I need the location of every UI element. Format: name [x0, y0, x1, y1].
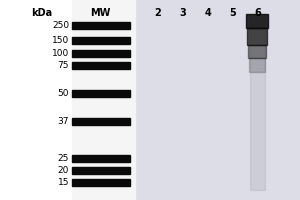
Bar [72, 90, 130, 97]
Bar [72, 0, 135, 200]
Bar [246, 14, 268, 28]
Text: 2: 2 [154, 8, 161, 18]
Text: 150: 150 [52, 36, 69, 45]
Text: 3: 3 [180, 8, 186, 18]
Text: 6: 6 [255, 8, 261, 18]
Bar [0, 0, 72, 200]
Bar [249, 58, 265, 72]
Text: 75: 75 [58, 61, 69, 70]
Bar [72, 50, 130, 57]
Bar [250, 14, 265, 190]
Bar [72, 37, 130, 44]
Text: 100: 100 [52, 49, 69, 58]
Text: 15: 15 [58, 178, 69, 187]
Bar [72, 62, 130, 69]
Bar [72, 22, 130, 29]
Text: 250: 250 [52, 21, 69, 30]
Text: 50: 50 [58, 89, 69, 98]
Text: 20: 20 [58, 166, 69, 175]
Bar [72, 118, 130, 125]
Text: MW: MW [90, 8, 110, 18]
Bar [248, 45, 266, 58]
Bar [72, 155, 130, 162]
Bar [247, 28, 267, 45]
Text: 25: 25 [58, 154, 69, 163]
Bar [72, 167, 130, 174]
Text: 4: 4 [205, 8, 212, 18]
Text: kDa: kDa [32, 8, 52, 18]
Bar [135, 0, 300, 200]
Bar [72, 179, 130, 186]
Text: 37: 37 [58, 117, 69, 126]
Text: 5: 5 [230, 8, 236, 18]
